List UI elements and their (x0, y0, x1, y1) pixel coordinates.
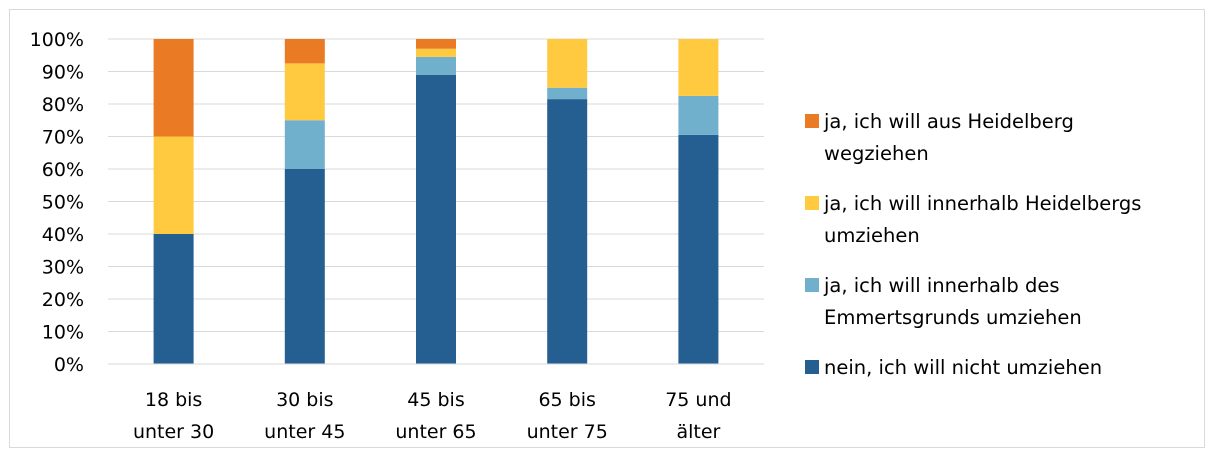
legend-label: wegziehen (824, 142, 929, 165)
y-tick-label: 0% (54, 354, 84, 376)
legend-label: nein, ich will nicht umziehen (824, 356, 1102, 379)
bar-segment (678, 95, 719, 135)
y-tick-label: 40% (42, 224, 84, 246)
x-tick-label: unter 65 (395, 421, 476, 443)
bar-segment (284, 39, 325, 64)
bar-segment (284, 120, 325, 169)
bar-segment (547, 87, 588, 100)
x-tick-label: älter (676, 421, 720, 443)
x-tick-label: unter 75 (527, 421, 608, 443)
x-tick-label: unter 30 (133, 421, 214, 443)
bars (153, 39, 719, 364)
bar-segment (678, 39, 719, 96)
bar-segment (284, 63, 325, 121)
y-tick-label: 100% (30, 29, 84, 51)
x-tick-label: 75 und (665, 389, 731, 411)
legend-swatch (805, 360, 819, 374)
bar-segment (678, 134, 719, 364)
y-tick-label: 10% (42, 322, 84, 344)
bar-segment (547, 99, 588, 364)
legend-label: umziehen (824, 224, 920, 247)
y-tick-label: 70% (42, 127, 84, 149)
x-tick-label: 45 bis (407, 389, 464, 411)
bar-segment (416, 56, 456, 75)
chart-frame (9, 9, 1205, 448)
x-tick-label: 65 bis (538, 389, 595, 411)
y-tick-label: 30% (42, 257, 84, 279)
legend-label: Emmertsgrunds umziehen (824, 306, 1082, 329)
legend: ja, ich will aus Heidelberg wegziehen ja, … (805, 110, 1141, 379)
bar-segment (153, 39, 194, 137)
x-axis-ticks: 18 bis unter 30 30 bis unter 45 45 bis unter … (133, 389, 732, 443)
legend-swatch (805, 196, 819, 210)
y-tick-label: 50% (42, 192, 84, 214)
y-tick-label: 60% (42, 159, 84, 181)
x-tick-label: 30 bis (276, 389, 333, 411)
legend-label: ja, ich will innerhalb Heidelbergs (823, 192, 1141, 215)
y-tick-label: 80% (42, 94, 84, 116)
y-axis-ticks: 0% 10% 20% 30% 40% 50% 60% 70% 80% 90% 100% (30, 29, 84, 376)
bar-segment (416, 74, 456, 364)
y-tick-label: 90% (42, 62, 84, 84)
bar-segment (547, 39, 588, 88)
legend-swatch (805, 278, 819, 292)
bar-segment (153, 136, 194, 234)
x-tick-label: 18 bis (145, 389, 202, 411)
bar-segment (416, 48, 456, 57)
y-tick-label: 20% (42, 289, 84, 311)
bar-segment (416, 39, 456, 49)
x-tick-label: unter 45 (264, 421, 345, 443)
bar-segment (153, 234, 194, 364)
bar-segment (284, 169, 325, 364)
legend-label: ja, ich will innerhalb des (823, 274, 1060, 297)
legend-swatch (805, 114, 819, 128)
legend-label: ja, ich will aus Heidelberg (823, 110, 1074, 133)
